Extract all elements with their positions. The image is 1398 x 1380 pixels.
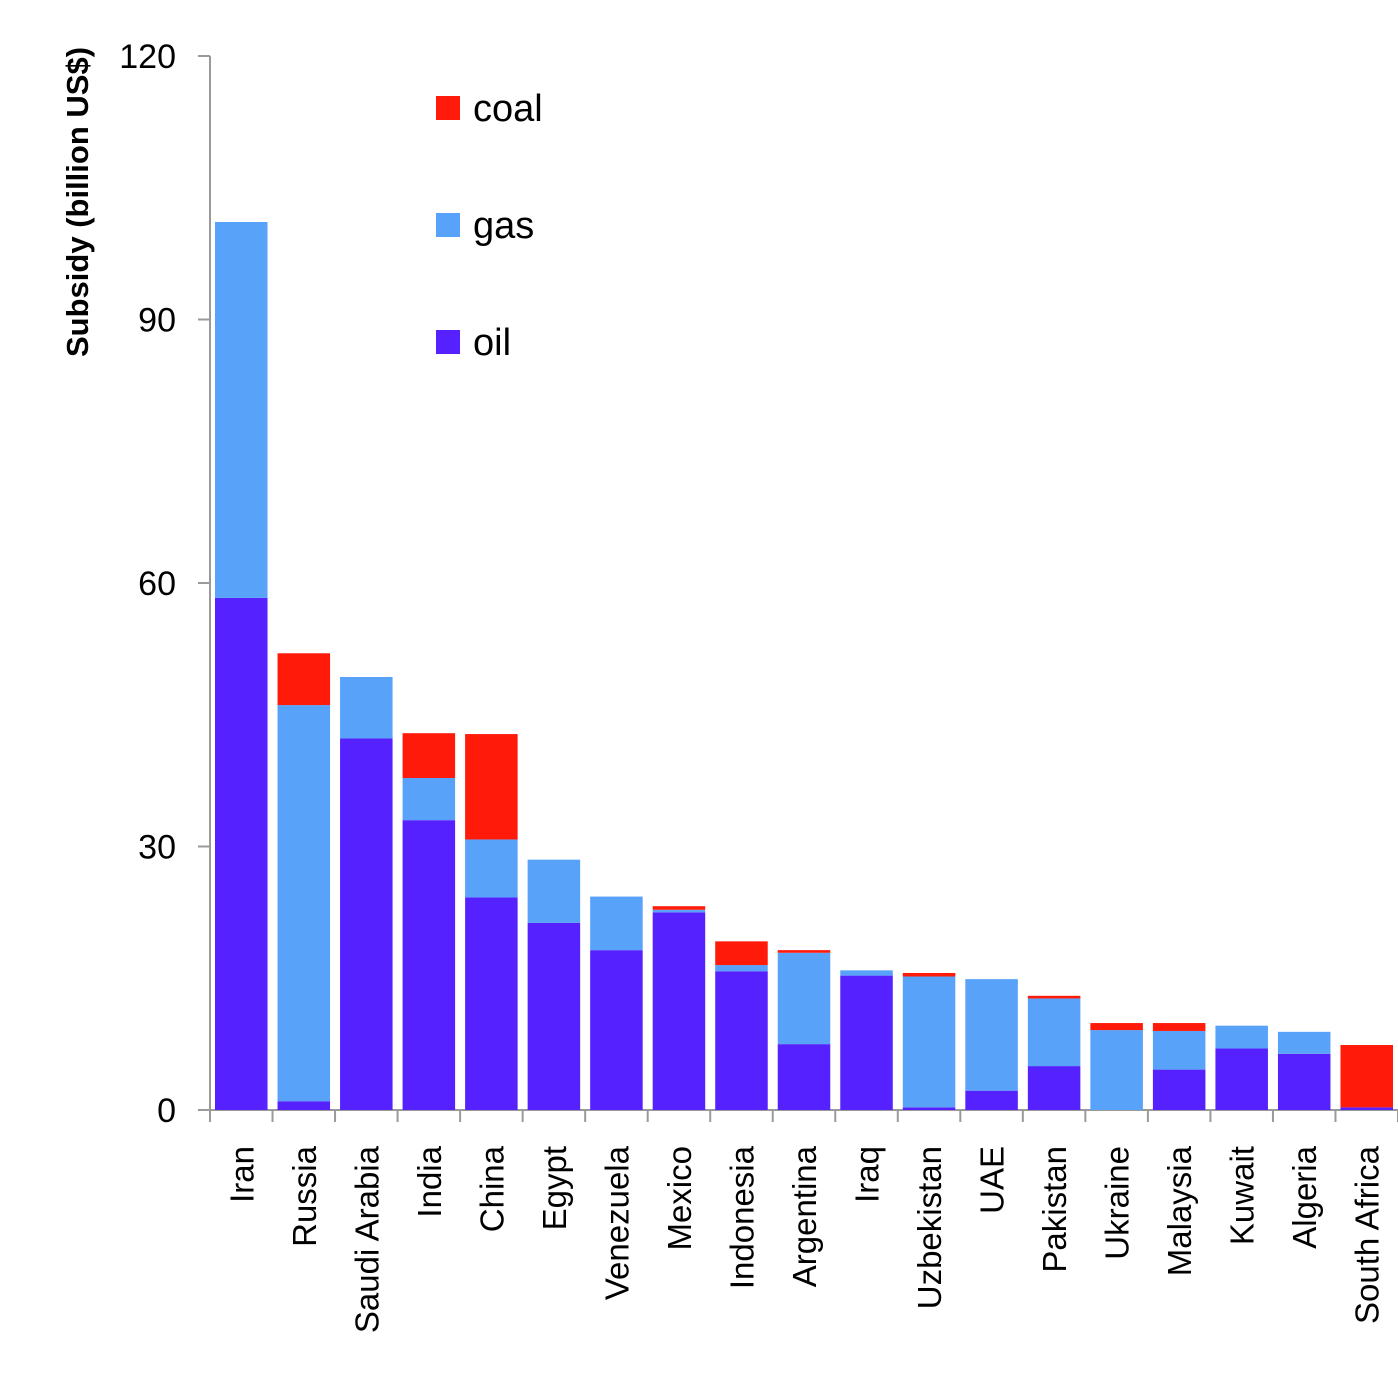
bar-coal-malaysia <box>1152 1023 1206 1031</box>
legend-swatch-gas <box>436 213 460 237</box>
bar-gas-uzbekistan <box>902 976 956 1108</box>
legend-swatch-oil <box>436 330 460 354</box>
bar-oil-algeria <box>1277 1053 1331 1110</box>
x-tick-label: South Africa <box>1349 1145 1386 1324</box>
bar-gas-algeria <box>1277 1031 1331 1054</box>
bar-oil-india <box>402 820 456 1110</box>
bar-gas-iran <box>215 222 268 598</box>
bar-oil-egypt <box>527 922 581 1110</box>
x-tick-label: Russia <box>286 1145 323 1247</box>
bar-oil-saudi-arabia <box>340 738 393 1110</box>
bar-oil-china <box>465 897 518 1110</box>
legend: coal gas oil <box>436 88 543 364</box>
x-tick-label: Iraq <box>849 1146 886 1203</box>
bar-gas-mexico <box>652 909 706 913</box>
bar-oil-argentina <box>777 1044 831 1110</box>
y-tick-label: 0 <box>157 1092 176 1130</box>
bar-coal-china <box>465 734 518 840</box>
bar-oil-iraq <box>840 975 893 1110</box>
bar-gas-iraq <box>840 970 893 976</box>
x-tick-label: Pakistan <box>1036 1146 1073 1273</box>
bar-coal-indonesia <box>715 941 768 966</box>
x-tick-label: China <box>473 1145 510 1232</box>
bar-oil-uzbekistan <box>902 1107 956 1110</box>
x-tick-label: Indonesia <box>723 1145 760 1289</box>
x-tick-label: Algeria <box>1286 1145 1323 1248</box>
y-tick-label: 90 <box>138 302 176 340</box>
bar-gas-indonesia <box>715 965 768 972</box>
bar-oil-south-africa <box>1340 1107 1393 1110</box>
bar-gas-pakistan <box>1027 998 1081 1067</box>
bar-oil-mexico <box>652 912 706 1110</box>
bar-coal-pakistan <box>1027 995 1081 999</box>
bars <box>215 222 1393 1110</box>
bar-gas-ukraine <box>1090 1030 1143 1110</box>
bar-coal-mexico <box>652 906 706 910</box>
bar-oil-malaysia <box>1152 1069 1206 1110</box>
legend-swatch-coal <box>436 96 460 120</box>
x-tick-label: Kuwait <box>1224 1146 1261 1245</box>
bar-coal-ukraine <box>1090 1023 1143 1031</box>
axes: 0 30 60 90 120 Iran Russia Saudi Arabia India Chi… <box>119 38 1398 1333</box>
legend-label-oil: oil <box>473 322 511 364</box>
y-tick-label: 30 <box>138 829 176 867</box>
y-tick-label: 120 <box>119 38 176 76</box>
bar-gas-kuwait <box>1215 1025 1268 1049</box>
bar-oil-indonesia <box>715 971 768 1110</box>
bar-coal-russia <box>277 653 331 706</box>
bar-gas-uae <box>965 979 1018 1091</box>
bar-coal-india <box>402 733 456 778</box>
x-tick-label: UAE <box>974 1146 1011 1214</box>
x-tick-label: Egypt <box>536 1146 573 1230</box>
bar-gas-china <box>465 839 518 898</box>
y-axis-title: Subsidy (billion US$) <box>60 47 95 357</box>
x-tick-label: Iran <box>223 1146 260 1203</box>
x-tick-label: Venezuela <box>598 1145 635 1300</box>
bar-gas-saudi-arabia <box>340 676 393 739</box>
bar-oil-venezuela <box>590 950 643 1110</box>
bar-gas-malaysia <box>1152 1030 1206 1070</box>
bar-oil-pakistan <box>1027 1066 1081 1110</box>
bar-gas-egypt <box>527 859 581 923</box>
bar-coal-uzbekistan <box>902 972 956 977</box>
x-tick-label: Mexico <box>661 1146 698 1251</box>
legend-label-gas: gas <box>473 205 534 247</box>
bar-gas-india <box>402 777 456 821</box>
x-tick-label: Ukraine <box>1099 1146 1136 1260</box>
y-tick-label: 60 <box>138 565 176 603</box>
x-tick-label: Saudi Arabia <box>348 1145 385 1333</box>
legend-label-coal: coal <box>473 88 543 130</box>
bar-oil-uae <box>965 1090 1018 1110</box>
bar-oil-kuwait <box>1215 1048 1268 1110</box>
bar-coal-argentina <box>777 950 831 953</box>
bar-gas-venezuela <box>590 896 643 951</box>
x-tick-label: India <box>411 1145 448 1217</box>
bar-gas-russia <box>277 705 331 1102</box>
x-tick-label: Malaysia <box>1161 1145 1198 1276</box>
bar-oil-russia <box>277 1101 331 1110</box>
x-tick-label: Argentina <box>786 1145 823 1287</box>
x-tick-label: Uzbekistan <box>911 1146 948 1309</box>
bar-coal-south-africa <box>1340 1045 1393 1108</box>
bar-gas-argentina <box>777 952 831 1045</box>
bar-oil-iran <box>215 597 268 1110</box>
